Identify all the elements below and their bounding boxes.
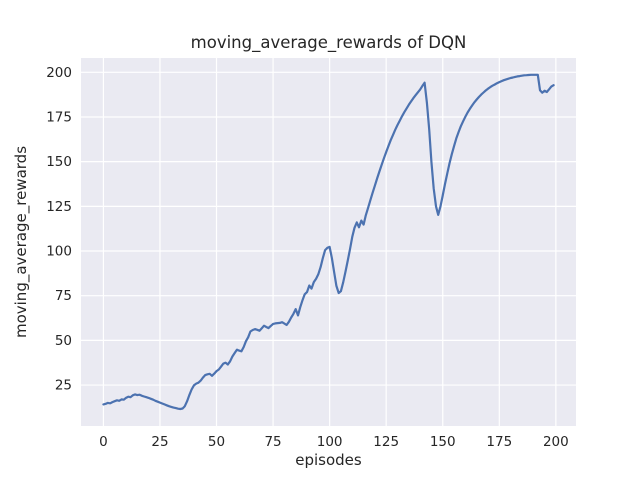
x-tick-label: 50	[208, 434, 225, 450]
x-tick-label: 150	[430, 434, 456, 450]
x-tick-label: 75	[264, 434, 281, 450]
tick-labels: 0 25 50 75 100 125 150 175 200 25 50 75 100 125 150 175…	[46, 65, 569, 450]
x-tick-label: 200	[543, 434, 569, 450]
x-tick-label: 0	[99, 434, 108, 450]
y-tick-label: 175	[46, 109, 72, 125]
y-tick-label: 150	[46, 154, 72, 170]
y-tick-label: 100	[46, 244, 72, 260]
x-tick-label: 175	[486, 434, 512, 450]
y-axis-label: moving_average_rewards	[12, 145, 30, 339]
y-tick-label: 75	[55, 288, 72, 304]
axes-background	[81, 58, 576, 426]
grid	[81, 58, 576, 426]
x-tick-label: 100	[317, 434, 343, 450]
y-tick-label: 50	[55, 333, 72, 349]
reward-line-series-0	[102, 73, 555, 411]
y-tick-label: 125	[46, 199, 72, 215]
x-axis-label: episodes	[295, 451, 362, 469]
chart-title: moving_average_rewards of DQN	[190, 33, 467, 52]
x-tick-label: 25	[151, 434, 168, 450]
y-tick-label: 200	[46, 65, 72, 81]
y-tick-label: 25	[55, 378, 72, 394]
x-tick-label: 125	[373, 434, 399, 450]
